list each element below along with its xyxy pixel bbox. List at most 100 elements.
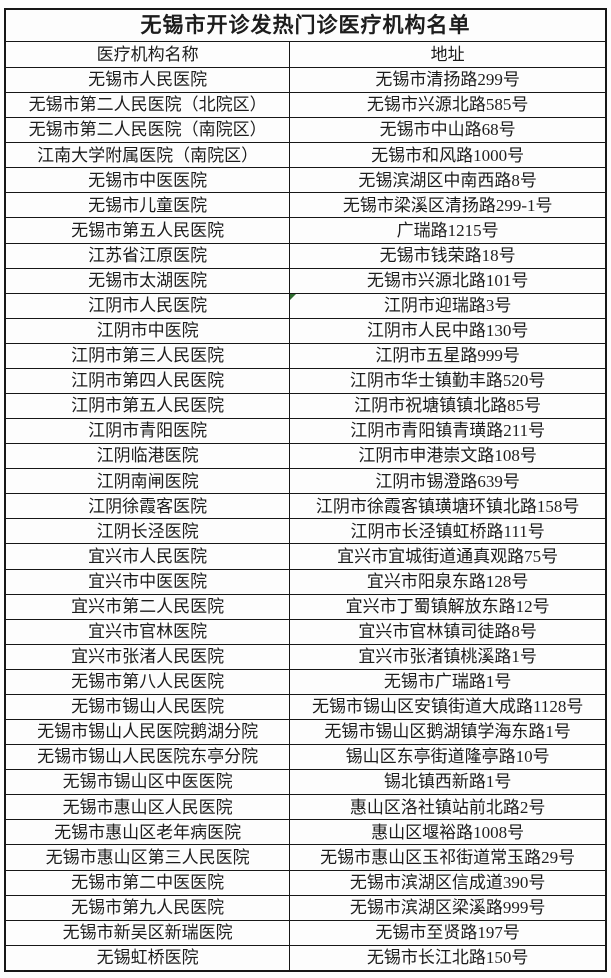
institution-cell: 无锡市中医医院 [4, 167, 291, 194]
address-cell: 惠山区洛社镇站前北路2号 [289, 794, 607, 821]
institution-cell: 无锡市儿童医院 [4, 192, 291, 219]
table-row: 无锡市第二中医医院 无锡市滨湖区信成道390号 [4, 869, 607, 896]
address-cell: 无锡市兴源北路585号 [289, 92, 607, 119]
table-row: 江阴市人民医院 江阴市迎瑞路3号 [4, 292, 607, 319]
institution-cell: 江阴市第三人民医院 [4, 342, 291, 369]
address-cell: 宜兴市张渚镇桃溪路1号 [289, 643, 607, 670]
institution-cell: 无锡市锡山人民医院东亭分院 [4, 744, 291, 771]
table-row: 江阴徐霞客医院 江阴市徐霞客镇璜塘环镇北路158号 [4, 493, 607, 520]
table-row: 无锡市惠山区老年病医院 惠山区堰裕路1008号 [4, 819, 607, 846]
address-cell: 江阴市青阳镇青璜路211号 [289, 418, 607, 445]
address-cell: 江阴市华士镇勤丰路520号 [289, 367, 607, 395]
institution-cell: 江阴市青阳医院 [4, 418, 291, 445]
institution-cell: 无锡虹桥医院 [4, 944, 291, 972]
address-cell: 江阴市祝塘镇镇北路85号 [289, 393, 607, 420]
address-cell: 宜兴市宜城街道通真观路75号 [289, 543, 607, 570]
institution-cell: 江阴长泾医院 [4, 518, 291, 545]
institution-cell: 无锡市惠山区人民医院 [4, 794, 291, 821]
address-cell: 江阴市迎瑞路3号 [289, 292, 607, 319]
institution-cell: 江阴市第四人民医院 [4, 367, 291, 395]
address-cell: 无锡市清扬路299号 [289, 66, 607, 94]
table-row: 宜兴市第二人民医院 宜兴市丁蜀镇解放东路12号 [4, 593, 607, 620]
institution-cell: 无锡市惠山区第三人民医院 [4, 844, 291, 871]
address-cell: 广瑞路1215号 [289, 217, 607, 244]
address-cell: 无锡市兴源北路101号 [289, 267, 607, 294]
table-row: 无锡市人民医院 无锡市清扬路299号 [4, 66, 607, 94]
table-row: 江阴市第四人民医院 江阴市华士镇勤丰路520号 [4, 367, 607, 395]
address-cell: 无锡市锡山区鹅湖镇学海东路1号 [289, 719, 607, 746]
address-cell: 无锡滨湖区中南西路8号 [289, 167, 607, 194]
institution-cell: 无锡市第二中医医院 [4, 869, 291, 896]
institution-cell: 无锡市锡山人民医院 [4, 693, 291, 721]
address-cell: 江阴市申港崇文路108号 [289, 443, 607, 470]
column-header-address: 地址 [289, 41, 607, 68]
table-row: 江阴市第五人民医院 江阴市祝塘镇镇北路85号 [4, 393, 607, 420]
table-row: 江阴长泾医院 江阴市长泾镇虹桥路111号 [4, 518, 607, 545]
table-title-row: 无锡市开诊发热门诊医疗机构名单 [4, 8, 607, 42]
institution-cell: 无锡市惠山区老年病医院 [4, 819, 291, 846]
table-row: 无锡市惠山区人民医院 惠山区洛社镇站前北路2号 [4, 794, 607, 821]
table-row: 无锡市第二人民医院（南院区） 无锡市中山路68号 [4, 117, 607, 144]
address-cell: 无锡市长江北路150号 [289, 944, 607, 972]
table-row: 江阴临港医院 江阴市申港崇文路108号 [4, 443, 607, 470]
table-row: 江阴南闸医院 江阴市锡澄路639号 [4, 468, 607, 495]
address-cell: 无锡市钱荣路18号 [289, 242, 607, 269]
table-row: 江阴市中医院 江阴市人民中路130号 [4, 317, 607, 344]
address-cell: 锡山区东亭街道隆亭路10号 [289, 744, 607, 771]
table-row: 无锡市第五人民医院 广瑞路1215号 [4, 217, 607, 244]
address-cell: 宜兴市阳泉东路128号 [289, 568, 607, 595]
address-cell: 江阴市人民中路130号 [289, 317, 607, 344]
table-row: 无锡市中医医院 无锡滨湖区中南西路8号 [4, 167, 607, 194]
column-header-institution: 医疗机构名称 [4, 41, 291, 68]
address-cell: 江阴市锡澄路639号 [289, 468, 607, 495]
institution-cell: 江阴市中医院 [4, 317, 291, 344]
address-cell: 宜兴市官林镇司徒路8号 [289, 618, 607, 645]
table-row: 无锡市新吴区新瑞医院 无锡市至贤路197号 [4, 919, 607, 946]
institution-cell: 江阴市第五人民医院 [4, 393, 291, 420]
institution-cell: 无锡市锡山区中医医院 [4, 769, 291, 796]
address-cell: 无锡市梁溪区清扬路299-1号 [289, 192, 607, 219]
institution-cell: 江阴徐霞客医院 [4, 493, 291, 520]
hospital-table: 无锡市开诊发热门诊医疗机构名单 医疗机构名称 地址 无锡市人民医院 无锡市清扬路2… [4, 8, 607, 972]
address-cell: 宜兴市丁蜀镇解放东路12号 [289, 593, 607, 620]
table-row: 宜兴市中医医院 宜兴市阳泉东路128号 [4, 568, 607, 595]
table-row: 宜兴市人民医院 宜兴市宜城街道通真观路75号 [4, 543, 607, 570]
table-body: 无锡市人民医院 无锡市清扬路299号 无锡市第二人民医院（北院区） 无锡市兴源北路58… [4, 66, 607, 972]
institution-cell: 无锡市人民医院 [4, 66, 291, 94]
institution-cell: 无锡市太湖医院 [4, 267, 291, 294]
institution-cell: 宜兴市官林医院 [4, 618, 291, 645]
institution-cell: 宜兴市人民医院 [4, 543, 291, 570]
institution-cell: 无锡市第八人民医院 [4, 668, 291, 695]
table-row: 无锡市锡山人民医院东亭分院 锡山区东亭街道隆亭路10号 [4, 744, 607, 771]
institution-cell: 江阴南闸医院 [4, 468, 291, 495]
institution-cell: 无锡市新吴区新瑞医院 [4, 919, 291, 946]
institution-cell: 无锡市锡山人民医院鹅湖分院 [4, 719, 291, 746]
institution-cell: 江南大学附属医院（南院区） [4, 142, 291, 169]
address-cell: 无锡市惠山区玉祁街道常玉路29号 [289, 844, 607, 871]
table-row: 无锡市第九人民医院 无锡市滨湖区梁溪路999号 [4, 894, 607, 921]
institution-cell: 无锡市第九人民医院 [4, 894, 291, 921]
institution-cell: 宜兴市中医医院 [4, 568, 291, 595]
institution-cell: 无锡市第五人民医院 [4, 217, 291, 244]
table-row: 无锡市太湖医院 无锡市兴源北路101号 [4, 267, 607, 294]
table-row: 无锡虹桥医院 无锡市长江北路150号 [4, 944, 607, 972]
address-cell: 江阴市五星路999号 [289, 342, 607, 369]
address-cell: 无锡市滨湖区信成道390号 [289, 869, 607, 896]
institution-cell: 宜兴市张渚人民医院 [4, 643, 291, 670]
table-row: 江苏省江原医院 无锡市钱荣路18号 [4, 242, 607, 269]
address-cell: 无锡市广瑞路1号 [289, 668, 607, 695]
table-row: 无锡市儿童医院 无锡市梁溪区清扬路299-1号 [4, 192, 607, 219]
address-cell: 无锡市中山路68号 [289, 117, 607, 144]
institution-cell: 江阴临港医院 [4, 443, 291, 470]
address-cell: 锡北镇西新路1号 [289, 769, 607, 796]
institution-cell: 无锡市第二人民医院（北院区） [4, 92, 291, 119]
table-row: 无锡市锡山区中医医院 锡北镇西新路1号 [4, 769, 607, 796]
table-row: 江阴市第三人民医院 江阴市五星路999号 [4, 342, 607, 369]
institution-cell: 宜兴市第二人民医院 [4, 593, 291, 620]
table-row: 宜兴市张渚人民医院 宜兴市张渚镇桃溪路1号 [4, 643, 607, 670]
table-row: 宜兴市官林医院 宜兴市官林镇司徒路8号 [4, 618, 607, 645]
address-cell: 无锡市滨湖区梁溪路999号 [289, 894, 607, 921]
institution-cell: 无锡市第二人民医院（南院区） [4, 117, 291, 144]
table-title: 无锡市开诊发热门诊医疗机构名单 [4, 8, 607, 42]
